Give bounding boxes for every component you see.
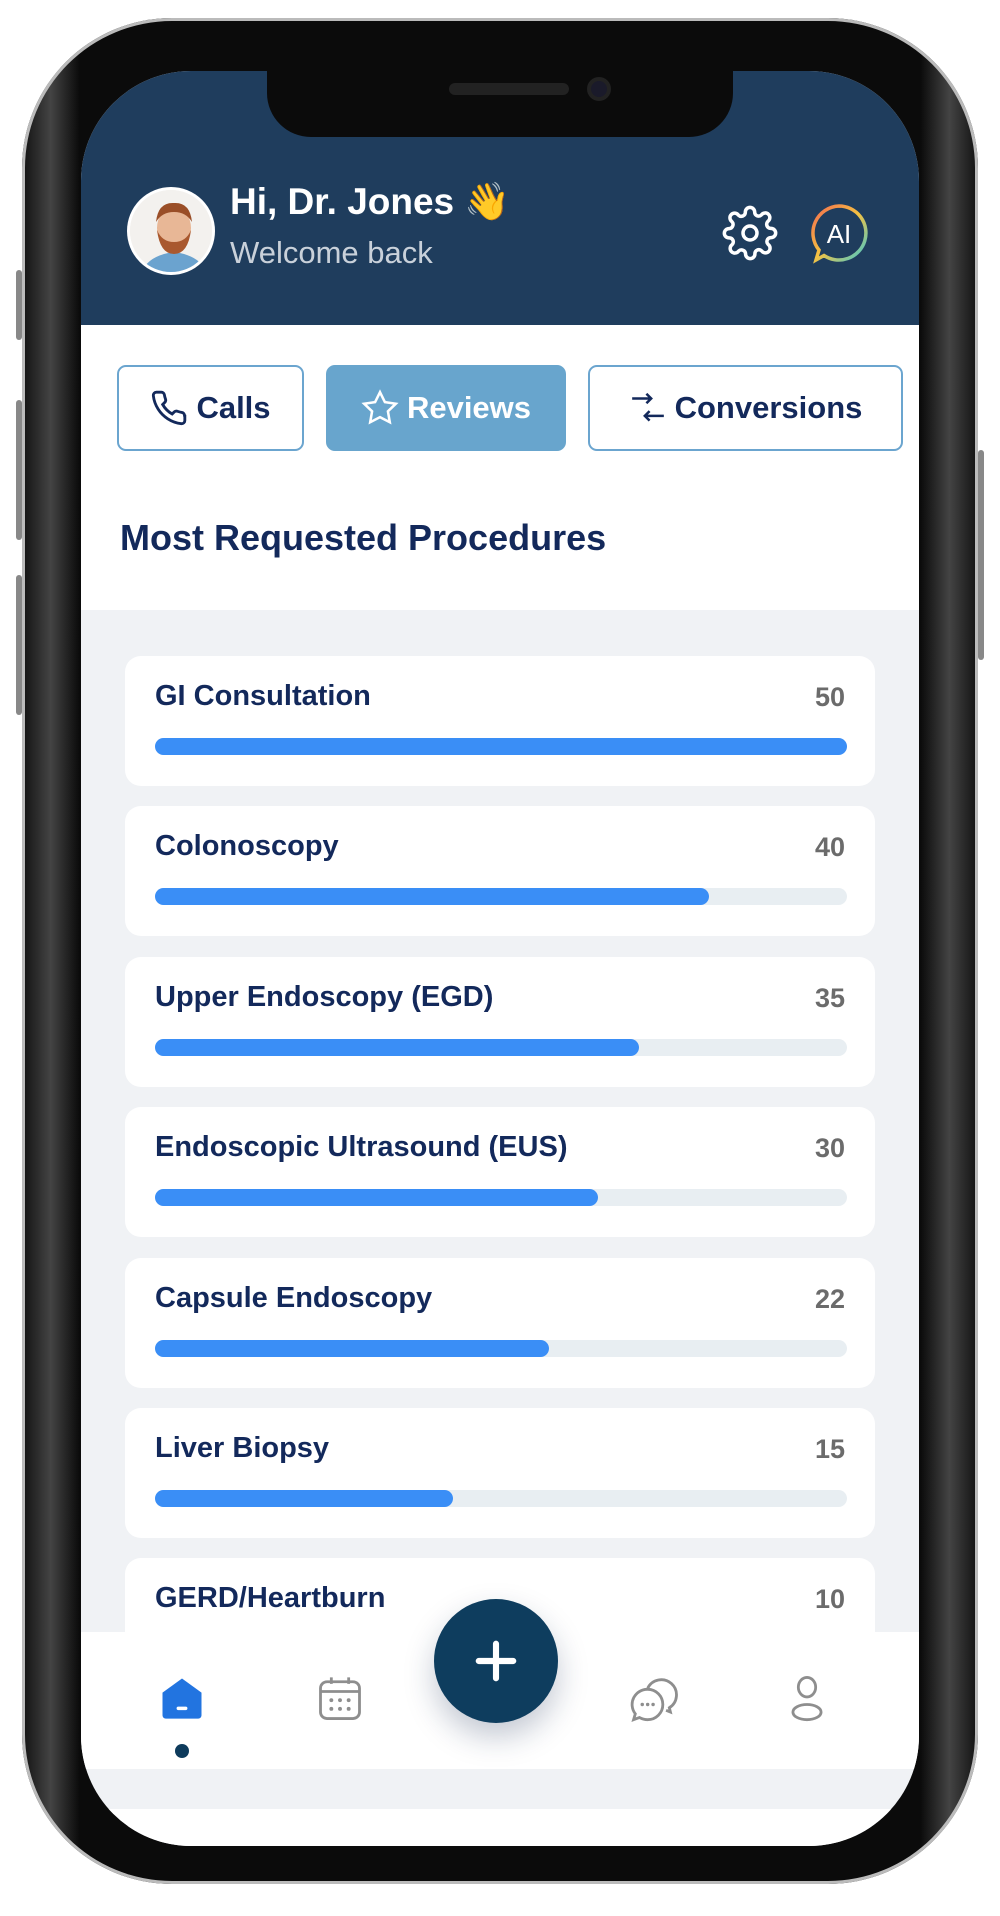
procedure-card[interactable]: Colonoscopy 40 — [125, 806, 875, 937]
procedure-count: 22 — [814, 1283, 845, 1314]
arrows-exchange-icon — [631, 392, 664, 422]
user-icon[interactable] — [781, 1672, 833, 1724]
mute-switch — [16, 270, 22, 340]
camera — [587, 77, 611, 101]
progress-track — [155, 1339, 847, 1357]
add-button[interactable] — [434, 1599, 558, 1723]
progress-fill — [155, 1189, 598, 1207]
app-screen: Hi, Dr. Jones 👋 Welcome back AI Calls Re… — [81, 71, 919, 1846]
phone-icon — [152, 390, 187, 426]
welcome-subtitle: Welcome back — [230, 235, 433, 270]
tab-calls-label: Calls — [196, 390, 271, 425]
procedure-name: GI Consultation — [155, 680, 371, 712]
procedure-count: 40 — [814, 832, 845, 863]
procedure-name: GERD/Heartburn — [155, 1582, 386, 1615]
home-indicator-area — [81, 1809, 919, 1846]
progress-track — [155, 1490, 847, 1507]
volume-down-button — [16, 575, 22, 715]
progress-fill — [155, 1339, 550, 1357]
procedure-count: 50 — [814, 682, 845, 712]
procedure-count: 35 — [814, 982, 845, 1013]
procedure-card[interactable]: Capsule Endoscopy 22 — [125, 1257, 875, 1388]
procedure-name: Colonoscopy — [155, 830, 339, 863]
procedure-name: Liver Biopsy — [155, 1432, 330, 1464]
star-icon — [361, 389, 399, 425]
notch — [267, 71, 733, 137]
procedure-count: 30 — [814, 1133, 845, 1164]
home-icon[interactable] — [156, 1672, 208, 1724]
progress-track — [155, 1189, 847, 1207]
procedure-card[interactable]: Liver Biopsy 15 — [125, 1408, 875, 1538]
power-button — [978, 450, 984, 660]
procedure-name: Capsule Endoscopy — [155, 1281, 433, 1314]
ai-label: AI — [827, 219, 852, 249]
greeting-text: Hi, Dr. Jones — [230, 181, 455, 222]
procedure-count: 15 — [814, 1434, 845, 1464]
progress-fill — [155, 1038, 640, 1056]
wave-emoji: 👋 — [464, 181, 511, 222]
plus-icon — [475, 1640, 517, 1682]
tab-calls[interactable]: Calls — [117, 365, 304, 451]
procedure-count: 10 — [814, 1584, 845, 1615]
procedure-card[interactable]: Upper Endoscopy (EGD) 35 — [125, 956, 875, 1087]
progress-fill — [155, 738, 847, 755]
progress-track — [155, 738, 847, 755]
tab-reviews[interactable]: Reviews — [326, 365, 566, 451]
volume-up-button — [16, 400, 22, 540]
chat-icon[interactable] — [626, 1672, 678, 1724]
active-indicator-dot — [175, 1744, 189, 1758]
greeting-title: Hi, Dr. Jones 👋 — [230, 181, 511, 224]
procedure-name: Upper Endoscopy (EGD) — [155, 980, 494, 1013]
tab-conversions[interactable]: Conversions — [588, 365, 903, 451]
progress-track — [155, 888, 847, 906]
section-title: Most Requested Procedures — [120, 517, 607, 558]
progress-track — [155, 1038, 847, 1056]
tab-conversions-label: Conversions — [674, 390, 863, 425]
avatar[interactable] — [127, 187, 215, 275]
progress-fill — [155, 888, 709, 906]
gear-icon[interactable] — [722, 205, 778, 261]
speaker — [449, 83, 569, 95]
procedure-card[interactable]: Endoscopic Ultrasound (EUS) 30 — [125, 1107, 875, 1238]
procedure-name: Endoscopic Ultrasound (EUS) — [155, 1131, 568, 1164]
calendar-icon[interactable] — [314, 1672, 366, 1724]
tab-reviews-label: Reviews — [406, 390, 532, 425]
progress-fill — [155, 1490, 453, 1507]
ai-assistant-button[interactable]: AI — [808, 202, 870, 264]
procedure-card[interactable]: GI Consultation 50 — [125, 656, 875, 786]
